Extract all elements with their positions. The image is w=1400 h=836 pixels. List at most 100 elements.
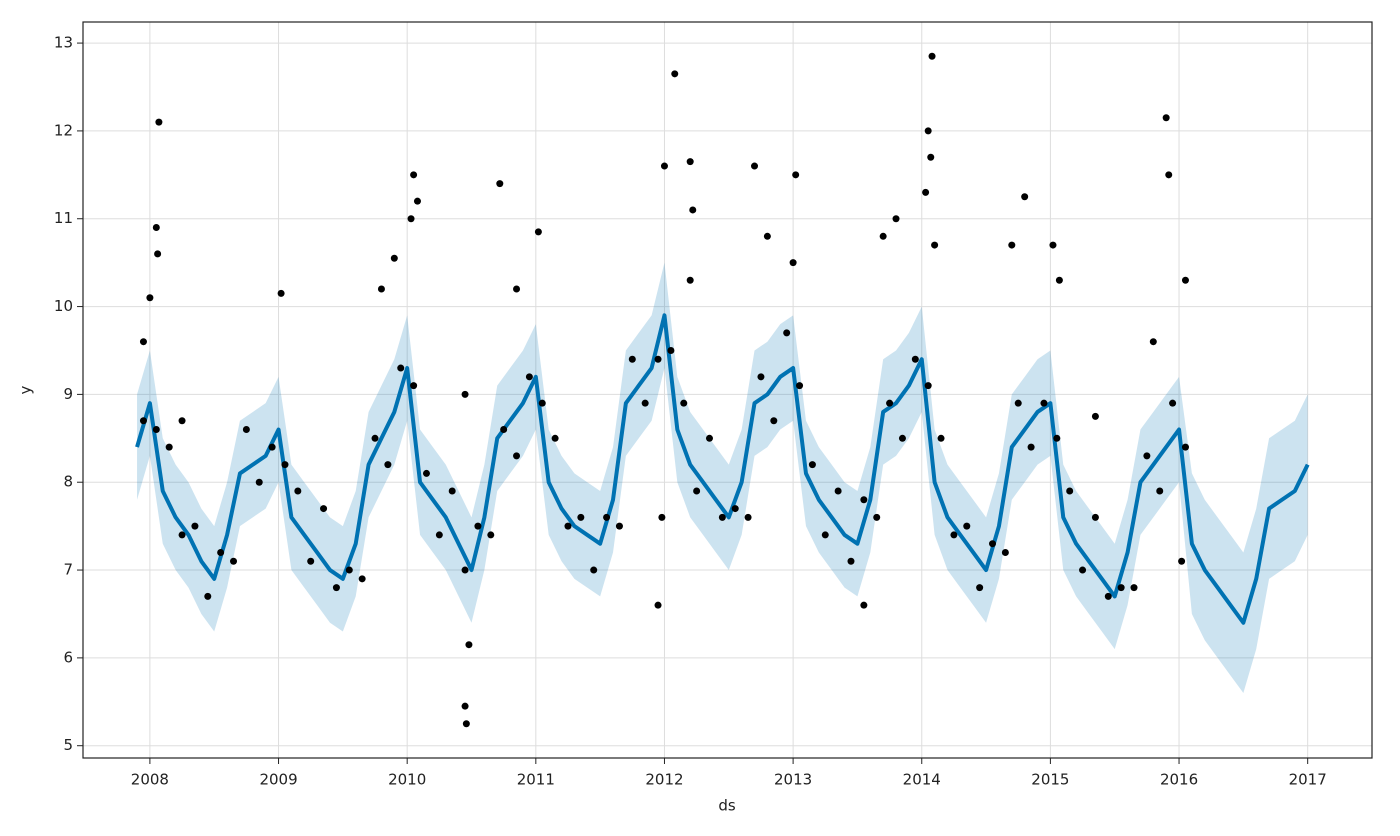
- observation: [407, 215, 415, 223]
- observation: [462, 720, 470, 728]
- observation: [796, 382, 804, 390]
- y-axis-label: y: [17, 385, 35, 394]
- observation: [1055, 276, 1063, 284]
- observation: [847, 557, 855, 565]
- observation: [1156, 487, 1164, 495]
- x-tick-label: 2014: [903, 771, 941, 789]
- uncertainty-band: [137, 262, 1308, 694]
- y-tick-label: 9: [63, 385, 73, 403]
- observation: [217, 548, 225, 556]
- observation: [255, 478, 263, 486]
- observation: [178, 531, 186, 539]
- observation: [1066, 487, 1074, 495]
- observation: [534, 228, 542, 236]
- observation: [371, 434, 379, 442]
- observation: [1130, 584, 1138, 592]
- observation: [448, 487, 456, 495]
- observation: [358, 575, 366, 583]
- observation: [435, 531, 443, 539]
- observation: [487, 531, 495, 539]
- observation: [461, 702, 469, 710]
- observation: [924, 382, 932, 390]
- observation: [654, 355, 662, 363]
- x-tick-label: 2008: [131, 771, 169, 789]
- observation: [1181, 443, 1189, 451]
- observation: [931, 241, 939, 249]
- observation: [461, 566, 469, 574]
- observation: [513, 452, 521, 460]
- observation: [693, 487, 701, 495]
- observation: [496, 180, 504, 188]
- observation: [465, 641, 473, 649]
- observation: [500, 426, 508, 434]
- observation: [927, 153, 935, 161]
- observation: [564, 522, 572, 530]
- x-tick-label: 2010: [388, 771, 426, 789]
- observation: [873, 513, 881, 521]
- y-tick-label: 8: [63, 473, 73, 491]
- observation: [834, 487, 842, 495]
- observation: [641, 399, 649, 407]
- x-tick-label: 2015: [1031, 771, 1069, 789]
- observation: [345, 566, 353, 574]
- observation: [242, 426, 250, 434]
- observation: [410, 171, 418, 179]
- observation: [686, 158, 694, 166]
- y-tick-label: 7: [63, 561, 73, 579]
- observation: [928, 52, 936, 60]
- x-axis-label: ds: [718, 797, 736, 815]
- observation: [1091, 513, 1099, 521]
- x-tick-label: 2009: [259, 771, 297, 789]
- observation: [686, 276, 694, 284]
- observation: [615, 522, 623, 530]
- observation: [689, 206, 697, 214]
- observation: [281, 461, 289, 469]
- y-tick-label: 5: [63, 736, 73, 754]
- observation: [808, 461, 816, 469]
- observation: [628, 355, 636, 363]
- observation: [860, 601, 868, 609]
- observation: [937, 434, 945, 442]
- observation: [1014, 399, 1022, 407]
- observation: [1149, 338, 1157, 346]
- observation: [963, 522, 971, 530]
- x-tick-label: 2011: [517, 771, 555, 789]
- observation: [1079, 566, 1087, 574]
- observation: [230, 557, 238, 565]
- observation: [705, 434, 713, 442]
- observation: [898, 434, 906, 442]
- forecast-line: [135, 313, 1310, 625]
- observation: [1104, 592, 1112, 600]
- y-tick-label: 12: [54, 121, 73, 139]
- observation: [1049, 241, 1057, 249]
- observation: [332, 584, 340, 592]
- x-tick-label: 2013: [774, 771, 812, 789]
- observation: [924, 127, 932, 135]
- observation: [1001, 548, 1009, 556]
- observation: [146, 294, 154, 302]
- observation: [667, 346, 675, 354]
- observation: [950, 531, 958, 539]
- observation: [892, 215, 900, 223]
- observation: [976, 584, 984, 592]
- observation: [654, 601, 662, 609]
- observation: [538, 399, 546, 407]
- observation: [821, 531, 829, 539]
- observation: [551, 434, 559, 442]
- observation: [277, 289, 285, 297]
- observation: [590, 566, 598, 574]
- observation: [1040, 399, 1048, 407]
- observation: [525, 373, 533, 381]
- observation: [307, 557, 315, 565]
- observation: [422, 469, 430, 477]
- observation: [1178, 557, 1186, 565]
- observation: [461, 390, 469, 398]
- observation: [789, 259, 797, 267]
- observation: [911, 355, 919, 363]
- observation: [154, 250, 162, 258]
- observation: [139, 417, 147, 425]
- observation: [377, 285, 385, 293]
- observation: [474, 522, 482, 530]
